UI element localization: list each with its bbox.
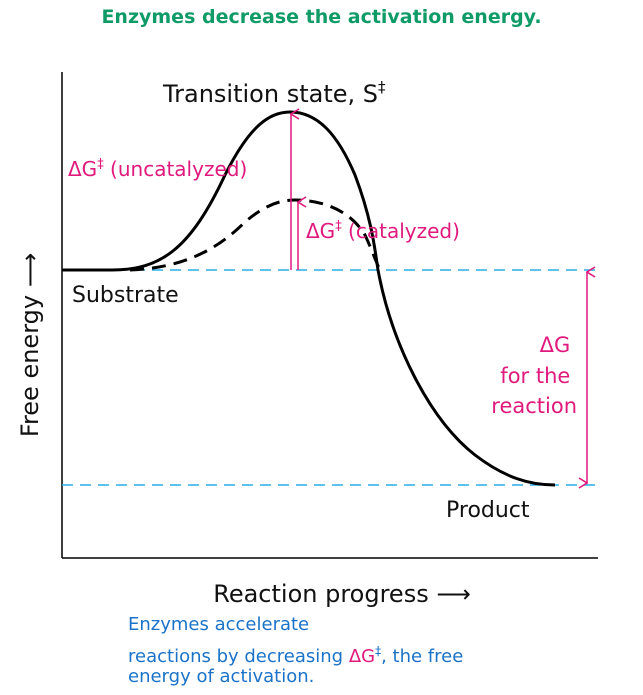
substrate-label: Substrate (72, 283, 179, 308)
delta-g-label: ΔG for the reaction (491, 333, 577, 418)
caption-line-2: reactions by decreasing ΔG‡, the free (128, 644, 464, 667)
transition-state-label: Transition state, S‡ (162, 78, 386, 108)
x-axis-label: Reaction progress ⟶ (213, 580, 471, 608)
caption-line-1: Enzymes accelerate (128, 614, 310, 635)
caption-line-3: energy of activation. (128, 666, 315, 687)
catalyzed-curve (129, 198, 382, 272)
page-title: Enzymes decrease the activation energy. (101, 6, 542, 28)
catalyzed-label: ΔG‡ (catalyzed) (306, 219, 460, 243)
y-axis-label: Free energy ⟶ (16, 253, 44, 437)
uncatalyzed-curve (62, 110, 556, 487)
uncatalyzed-label: ΔG‡ (uncatalyzed) (68, 157, 247, 181)
product-label: Product (446, 498, 530, 523)
